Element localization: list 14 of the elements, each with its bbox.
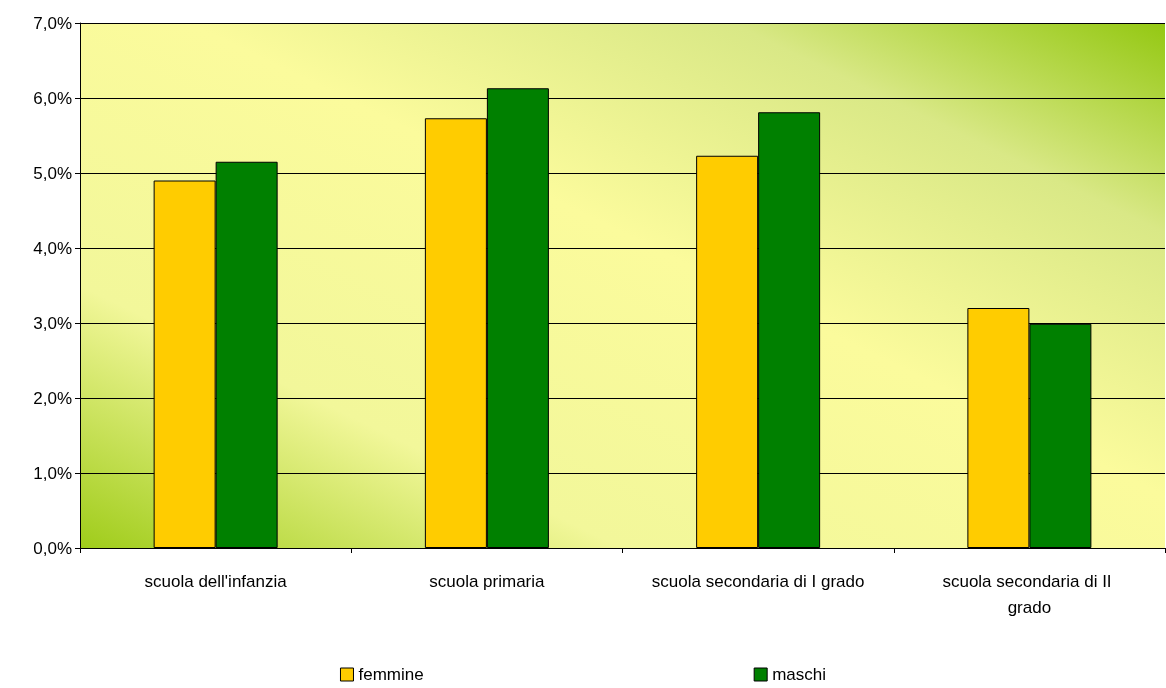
- x-tick-label: scuola secondaria di I grado: [651, 571, 865, 591]
- y-tick-label: 2,0%: [33, 388, 72, 408]
- x-tick-label: scuola secondaria di II grado: [942, 571, 1117, 617]
- y-tick-label: 5,0%: [33, 163, 72, 183]
- y-tick-label: 6,0%: [33, 88, 72, 108]
- x-tick-label: scuola primaria: [429, 571, 546, 591]
- legend-label: femmine: [358, 665, 424, 684]
- y-tick-label: 0,0%: [33, 538, 72, 558]
- y-tick-label: 1,0%: [33, 463, 72, 483]
- y-tick-label: 4,0%: [33, 238, 72, 258]
- y-tick-label: 7,0%: [33, 13, 72, 33]
- x-tick-label: scuola dell'infanzia: [144, 571, 288, 591]
- y-tick-label: 3,0%: [33, 313, 72, 333]
- legend-label: maschi: [772, 665, 827, 684]
